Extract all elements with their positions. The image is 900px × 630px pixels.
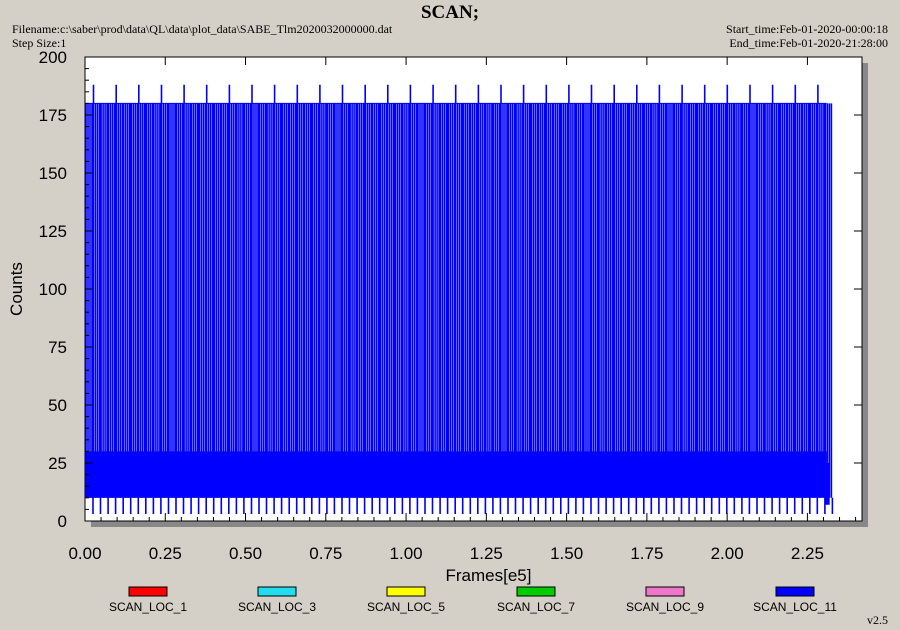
legend-swatch <box>386 586 426 597</box>
y-tick-label: 25 <box>48 454 67 473</box>
y-tick-label: 175 <box>39 106 67 125</box>
y-tick-label: 50 <box>48 396 67 415</box>
y-tick-label: 150 <box>39 164 67 183</box>
filename-label: Filename:c:\saber\prod\data\QL\data\plot… <box>12 22 393 36</box>
legend-label: SCAN_LOC_3 <box>238 600 316 614</box>
legend-swatch <box>516 586 556 597</box>
chart-title: SCAN; <box>420 2 480 23</box>
y-tick-label: 100 <box>39 280 67 299</box>
x-tick-label: 0.50 <box>229 544 262 563</box>
series-scan-loc-11-spikes <box>85 84 834 514</box>
x-tick-label: 0.00 <box>68 544 101 563</box>
y-tick-label: 200 <box>39 48 67 67</box>
series-scan-loc-11-band <box>86 451 827 498</box>
x-tick-label: 0.25 <box>149 544 182 563</box>
x-tick-label: 1.25 <box>470 544 503 563</box>
end-time-label: End_time:Feb-01-2020-21:28:00 <box>729 36 888 50</box>
legend-label: SCAN_LOC_1 <box>109 600 187 614</box>
legend-swatch <box>128 586 168 597</box>
legend-label: SCAN_LOC_9 <box>626 600 704 614</box>
y-tick-label: 0 <box>58 512 67 531</box>
legend-label: SCAN_LOC_7 <box>497 600 575 614</box>
y-tick-label: 125 <box>39 222 67 241</box>
x-tick-label: 1.50 <box>550 544 583 563</box>
x-tick-label: 2.25 <box>791 544 824 563</box>
version-label: v2.5 <box>867 613 888 627</box>
legend-swatch <box>775 586 815 597</box>
file-info: Filename:c:\saber\prod\data\QL\data\plot… <box>12 22 392 50</box>
x-tick-label: 1.00 <box>390 544 423 563</box>
legend-label: SCAN_LOC_11 <box>753 600 837 614</box>
series-scan-loc-11-tail <box>824 463 830 505</box>
x-tick-label: 1.75 <box>630 544 663 563</box>
legend-swatch <box>257 586 297 597</box>
x-tick-label: 0.75 <box>309 544 342 563</box>
start-time-label: Start_time:Feb-01-2020-00:00:18 <box>726 22 888 36</box>
y-axis-label: Counts <box>7 262 26 316</box>
x-tick-label: 2.00 <box>711 544 744 563</box>
step-size-label: Step Size:1 <box>12 36 67 50</box>
legend-swatch <box>645 586 685 597</box>
legend-label: SCAN_LOC_5 <box>367 600 445 614</box>
time-info: Start_time:Feb-01-2020-00:00:18 End_time… <box>726 22 888 50</box>
x-axis-label: Frames[e5] <box>446 566 532 585</box>
y-tick-label: 75 <box>48 338 67 357</box>
